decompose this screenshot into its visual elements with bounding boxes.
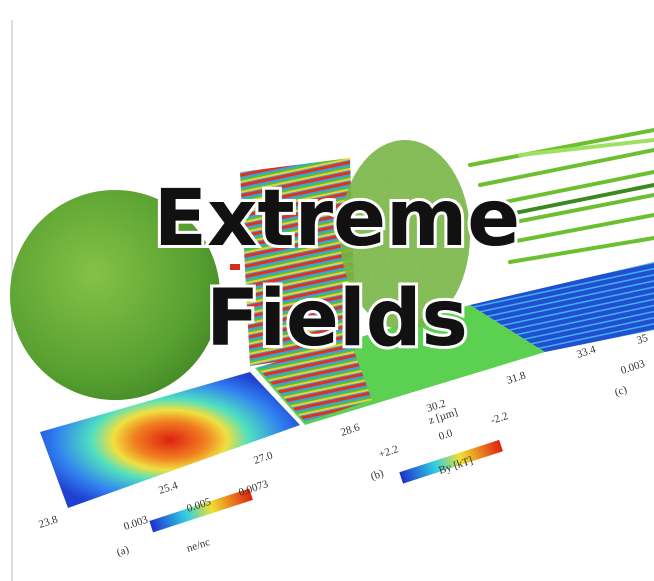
panel-label: (c)	[613, 384, 629, 399]
colorbar-tick: 0.003	[122, 514, 150, 533]
colorbar-tick: 0.0073	[237, 478, 270, 499]
panel-label: (a)	[115, 544, 131, 559]
axis-tick: 23.8	[37, 513, 59, 531]
colorbar-label: ne/nc	[185, 536, 211, 555]
colorbar-tick: 0.003	[619, 358, 647, 377]
colorbar-tick: -2.2	[489, 410, 509, 427]
colorbar-tick: 0.0	[437, 427, 454, 443]
axis-tick: 27.0	[252, 449, 274, 467]
title-line: Fields	[206, 274, 468, 364]
marker	[230, 264, 240, 270]
axis-tick: 31.8	[505, 369, 527, 387]
axis-tick: 28.6	[339, 421, 361, 439]
colorbar-tick: +2.2	[377, 443, 400, 461]
title-line: Extreme	[154, 174, 520, 264]
panel-label: (b)	[369, 467, 385, 482]
hero-image: 23.825.427.028.630.231.833.435z [µm](a)0…	[0, 0, 654, 581]
axis-tick: 25.4	[157, 479, 179, 497]
axis-tick: 35	[635, 332, 650, 347]
axis-tick: 33.4	[575, 343, 597, 361]
